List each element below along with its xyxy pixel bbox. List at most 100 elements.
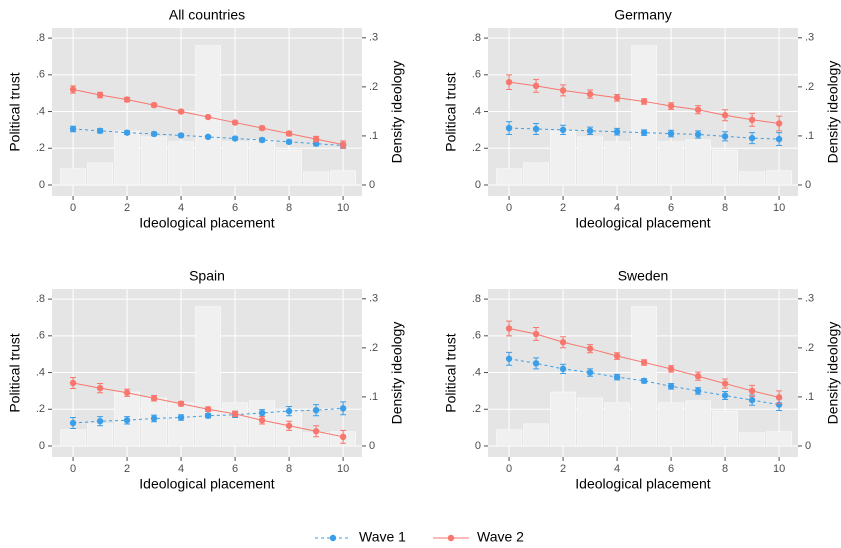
point: [748, 116, 756, 124]
density-bar: [496, 429, 522, 447]
point: [285, 138, 293, 146]
point: [559, 87, 567, 94]
density-bar: [685, 400, 711, 447]
point: [775, 394, 783, 401]
point: [339, 141, 347, 148]
point: [231, 119, 239, 126]
x-tick-label: 0: [506, 463, 512, 475]
point: [177, 132, 185, 139]
y2-tick-label: 0: [805, 179, 811, 191]
y2-tick-label: .2: [369, 81, 378, 93]
y-axis-label: Political trust: [7, 72, 23, 151]
y2-tick-label: 0: [369, 179, 375, 191]
point: [586, 127, 594, 135]
density-bar: [658, 141, 684, 186]
density-bar: [631, 45, 657, 186]
legend-marker: [447, 534, 455, 542]
x-tick-label: 8: [286, 202, 292, 214]
point: [258, 124, 266, 132]
x-tick-label: 2: [124, 463, 130, 475]
point: [505, 355, 513, 362]
point: [123, 129, 131, 136]
point: [559, 365, 567, 373]
point: [177, 400, 185, 407]
point: [312, 406, 320, 414]
density-bar: [60, 168, 86, 186]
point: [231, 410, 239, 418]
point: [258, 417, 266, 424]
point: [258, 409, 266, 417]
x-tick-label: 2: [124, 202, 130, 214]
series-line: [508, 358, 780, 406]
point: [123, 96, 131, 103]
y2-axis-label: Density ideology: [825, 61, 841, 164]
density-bar: [604, 141, 630, 186]
x-tick-label: 6: [232, 463, 238, 475]
y-tick-label: .4: [36, 105, 45, 117]
point: [613, 128, 621, 135]
density-bar: [604, 402, 630, 447]
point: [96, 127, 104, 135]
point: [694, 131, 702, 138]
point: [694, 373, 702, 380]
y-tick-label: 0: [475, 179, 481, 191]
point: [505, 124, 513, 132]
density-bar: [249, 139, 275, 186]
x-tick-label: 4: [614, 202, 620, 214]
x-tick-label: 10: [337, 202, 349, 214]
x-tick-label: 6: [668, 463, 674, 475]
point: [613, 373, 621, 381]
point: [667, 130, 675, 137]
y-tick-label: .2: [472, 142, 481, 154]
point: [532, 82, 540, 90]
point: [559, 126, 567, 134]
point: [721, 112, 729, 119]
point: [285, 130, 293, 137]
point: [721, 133, 729, 140]
y-tick-label: .2: [472, 403, 481, 415]
y2-tick-label: .2: [805, 342, 814, 354]
x-axis-label: Ideological placement: [575, 215, 711, 231]
density-bar: [114, 130, 140, 186]
x-tick-label: 10: [773, 463, 785, 475]
panel: Sweden 0 .2 .4 .6 .8 0 .1 .2 .3 0 2 4 6 8 10 Ideological…: [443, 268, 841, 492]
density-bar: [330, 170, 356, 186]
point: [532, 125, 540, 133]
legend-label: Wave 1: [359, 529, 406, 545]
point: [721, 380, 729, 387]
y-tick-label: 0: [475, 440, 481, 452]
point: [640, 377, 648, 385]
panel: Spain 0 .2 .4 .6 .8 0 .1 .2 .3 0 2 4 6 8 10 Ideological …: [7, 268, 405, 492]
y-tick-label: .6: [36, 69, 45, 81]
point: [123, 417, 131, 424]
y-axis-label: Political trust: [7, 333, 23, 412]
density-bar: [577, 136, 603, 186]
y-tick-label: .6: [36, 330, 45, 342]
panel-title: Germany: [614, 7, 672, 23]
point: [69, 86, 77, 93]
y-tick-label: .4: [472, 105, 481, 117]
x-tick-label: 2: [560, 463, 566, 475]
y2-tick-label: .2: [805, 81, 814, 93]
point: [177, 108, 185, 115]
density-bar: [60, 429, 86, 447]
x-tick-label: 10: [337, 463, 349, 475]
point: [505, 78, 513, 86]
x-tick-label: 4: [614, 463, 620, 475]
point: [150, 130, 158, 138]
point: [721, 392, 729, 399]
x-tick-label: 4: [178, 463, 184, 475]
density-bar: [523, 423, 549, 447]
density-bar: [577, 397, 603, 447]
density-bar: [658, 402, 684, 447]
density-bar: [685, 139, 711, 186]
panel: Germany 0 .2 .4 .6 .8 0 .1 .2 .3 0 2 4 6 8 10 Ideologica…: [443, 7, 841, 231]
point: [150, 395, 158, 402]
point: [285, 422, 293, 429]
density-bar: [222, 141, 248, 186]
y2-axis-label: Density ideology: [389, 322, 405, 425]
y2-tick-label: .1: [369, 391, 378, 403]
x-tick-label: 0: [70, 202, 76, 214]
density-bar: [141, 136, 167, 186]
